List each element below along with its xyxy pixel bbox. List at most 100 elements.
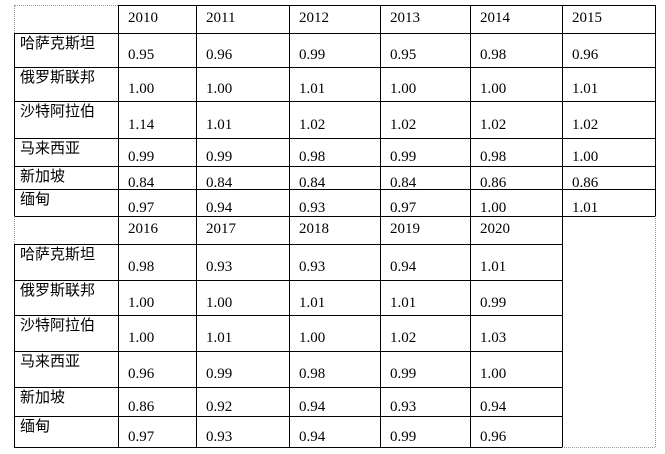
table-cell: 0.84 <box>390 175 417 191</box>
table-cell: 0.92 <box>206 399 233 415</box>
table-cell: 1.01 <box>299 295 326 311</box>
table-cell: 0.99 <box>390 429 417 445</box>
grid-line <box>14 416 562 417</box>
table-cell: 1.02 <box>390 117 417 133</box>
table-cell: 0.86 <box>128 399 155 415</box>
table-cell: 1.01 <box>299 81 326 97</box>
table-cell: 0.84 <box>299 175 326 191</box>
table-cell: 1.02 <box>390 330 417 346</box>
country-label: 马来西亚 <box>20 352 81 370</box>
grid-line <box>289 5 290 216</box>
grid-line <box>14 33 15 216</box>
year-header: 2010 <box>128 10 158 26</box>
grid-line <box>562 216 563 447</box>
year-header: 2014 <box>480 10 510 26</box>
year-header: 2019 <box>390 221 420 237</box>
country-label: 沙特阿拉伯 <box>20 316 96 334</box>
grid-line <box>118 5 119 216</box>
year-header: 2015 <box>572 10 602 26</box>
year-header: 2016 <box>128 221 158 237</box>
year-header: 2017 <box>206 221 236 237</box>
year-header: 2012 <box>299 10 329 26</box>
year-header: 2013 <box>390 10 420 26</box>
country-label: 马来西亚 <box>20 139 81 157</box>
grid-line <box>118 5 655 6</box>
table-cell: 0.99 <box>299 47 326 63</box>
table-cell: 0.94 <box>480 399 507 415</box>
country-label: 沙特阿拉伯 <box>20 102 96 120</box>
table-cell: 0.84 <box>206 175 233 191</box>
grid-line <box>14 351 562 352</box>
grid-line <box>14 67 655 68</box>
table-cell: 0.97 <box>128 200 155 216</box>
year-header: 2018 <box>299 221 329 237</box>
country-label: 新加坡 <box>20 388 66 406</box>
grid-line <box>196 5 197 216</box>
table-cell: 1.01 <box>480 259 507 275</box>
table-cell: 1.00 <box>299 330 326 346</box>
country-label: 新加坡 <box>20 167 66 185</box>
table-cell: 0.95 <box>390 47 417 63</box>
table-cell: 0.96 <box>572 47 599 63</box>
table-cell: 0.98 <box>299 149 326 165</box>
table-cell: 1.01 <box>206 330 233 346</box>
country-label: 缅甸 <box>20 417 51 435</box>
grid-line <box>380 5 381 216</box>
table-cell: 1.00 <box>480 366 507 382</box>
dotted-border <box>562 447 655 448</box>
table-cell: 0.86 <box>572 175 599 191</box>
table-cell: 1.00 <box>128 295 155 311</box>
table-cell: 1.01 <box>572 81 599 97</box>
country-label: 俄罗斯联邦 <box>20 281 96 299</box>
country-label: 哈萨克斯坦 <box>20 245 96 263</box>
table-cell: 0.95 <box>128 47 155 63</box>
year-header: 2011 <box>206 10 236 26</box>
table-cell: 0.99 <box>206 366 233 382</box>
grid-line <box>14 315 562 316</box>
dotted-border <box>14 216 15 244</box>
table-cell: 1.01 <box>572 200 599 216</box>
table-cell: 0.99 <box>480 295 507 311</box>
table-cell: 0.96 <box>480 429 507 445</box>
country-label: 缅甸 <box>20 190 51 208</box>
table-cell: 0.86 <box>480 175 507 191</box>
table-cell: 0.97 <box>128 429 155 445</box>
table-cell: 1.00 <box>128 81 155 97</box>
grid-line <box>655 5 656 216</box>
table-cell: 1.00 <box>206 81 233 97</box>
table-cell: 0.96 <box>128 366 155 382</box>
grid-line <box>470 5 471 216</box>
table-cell: 1.00 <box>572 149 599 165</box>
grid-line <box>14 447 562 448</box>
table-cell: 1.00 <box>128 330 155 346</box>
table-cell: 0.98 <box>299 366 326 382</box>
dotted-border <box>14 5 15 33</box>
table-cell: 0.98 <box>128 259 155 275</box>
grid-line <box>14 138 655 139</box>
table-cell: 1.03 <box>480 330 507 346</box>
grid-line <box>14 387 562 388</box>
table-cell: 1.02 <box>480 117 507 133</box>
table-cell: 0.94 <box>299 429 326 445</box>
grid-line <box>14 166 655 167</box>
grid-line <box>14 244 562 245</box>
grid-line <box>14 280 562 281</box>
country-label: 哈萨克斯坦 <box>20 34 96 52</box>
table-cell: 1.02 <box>299 117 326 133</box>
dotted-border <box>14 5 118 6</box>
grid-line <box>14 101 655 102</box>
table-cell: 0.93 <box>206 259 233 275</box>
table-cell: 0.96 <box>206 47 233 63</box>
grid-line <box>14 33 655 34</box>
table-cell: 0.84 <box>128 175 155 191</box>
grid-line <box>14 216 655 217</box>
table-cell: 0.93 <box>299 200 326 216</box>
table-cell: 0.97 <box>390 200 417 216</box>
grid-line <box>562 5 563 216</box>
grid-line <box>196 216 197 447</box>
table-cell: 0.94 <box>390 259 417 275</box>
grid-line <box>14 189 655 190</box>
table-cell: 1.01 <box>206 117 233 133</box>
table-cell: 1.00 <box>480 81 507 97</box>
